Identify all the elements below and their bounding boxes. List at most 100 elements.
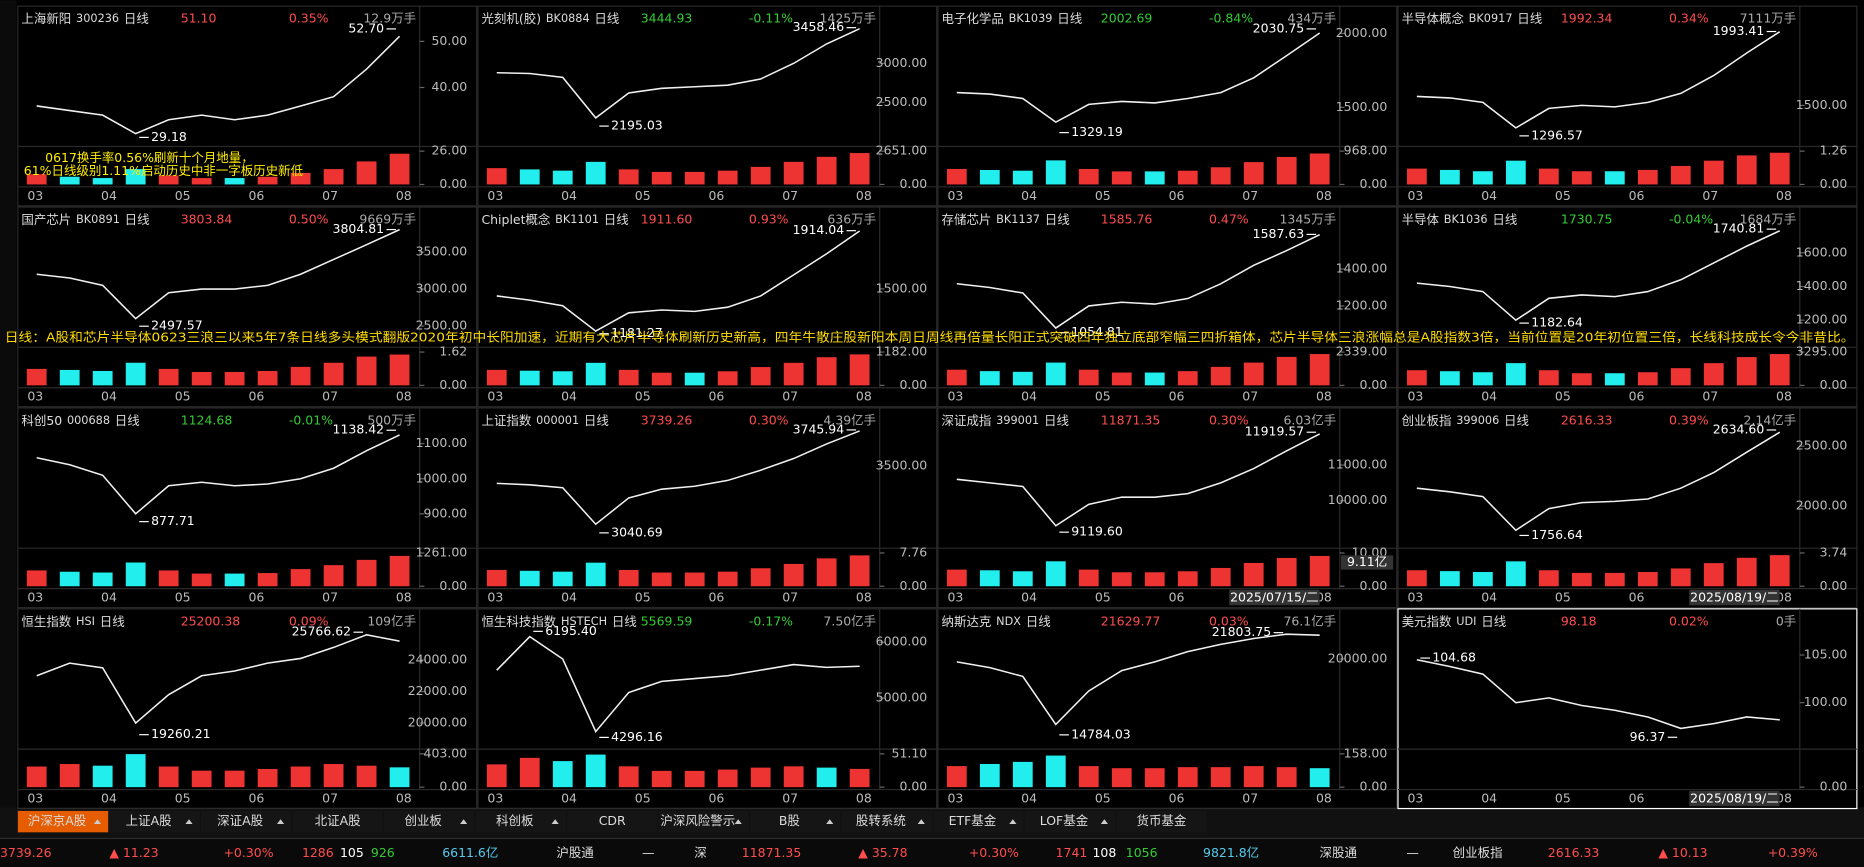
- volume-bar: [1736, 357, 1757, 386]
- volume-bar: [1111, 572, 1132, 587]
- stock-panel[interactable]: 光刻机(胶) BK0884 日线 3444.93 -0.11% 1425万手 3000.00…: [477, 5, 938, 207]
- tab-menu-icon[interactable]: [734, 819, 742, 825]
- price-line: [496, 635, 860, 734]
- stock-panel[interactable]: 上证指数 000001 日线 3739.26 0.30% 4.39亿手 3500.00 7.7…: [477, 407, 938, 609]
- stock-code: BK0884: [546, 12, 590, 25]
- volume-bar: [1472, 572, 1493, 587]
- volume-bar: [389, 354, 410, 386]
- tab-label[interactable]: 北证A股: [315, 813, 361, 828]
- volume-bar: [1243, 766, 1264, 788]
- tab-label[interactable]: 创业板: [404, 813, 442, 828]
- tab-label[interactable]: CDR: [599, 813, 626, 828]
- tab[interactable]: [109, 810, 200, 833]
- y-tick-label: 1200.00: [1336, 297, 1388, 312]
- volume-bar: [552, 761, 573, 788]
- low-label: 2195.03: [611, 118, 663, 133]
- tab[interactable]: [567, 810, 658, 833]
- month-label: 03: [487, 389, 503, 404]
- month-label: 05: [175, 791, 191, 806]
- low-label: 29.18: [151, 129, 187, 144]
- volume-bar: [750, 568, 771, 587]
- volume-bar: [1571, 373, 1592, 386]
- y-tick-label: 6000.00: [876, 634, 928, 649]
- tab-menu-icon[interactable]: [460, 819, 468, 825]
- tab-label[interactable]: LOF基金: [1040, 813, 1089, 828]
- panel-frame: [17, 407, 478, 609]
- month-label: 04: [1481, 389, 1497, 404]
- stock-panel[interactable]: 半导体概念 BK0917 日线 1992.34 0.34% 7111万手 1500.00 1.…: [1397, 5, 1858, 207]
- tab-label[interactable]: 货币基金: [1136, 813, 1186, 828]
- tab-menu-icon[interactable]: [185, 819, 193, 825]
- tab[interactable]: [933, 810, 1024, 833]
- tab-menu-icon[interactable]: [276, 819, 285, 825]
- stock-panel[interactable]: 美元指数 UDI 日线 98.18 0.02% 0手 105.00 100.00 0.00 104…: [1397, 608, 1858, 810]
- stock-panel[interactable]: Chiplet概念 BK1101 日线 1911.60 0.93% 636万手 1500.0…: [477, 206, 938, 408]
- tab-menu-icon[interactable]: [93, 819, 102, 825]
- tab[interactable]: [200, 810, 292, 833]
- tab-label[interactable]: 沪深京A股: [28, 813, 87, 828]
- volume-bar: [125, 169, 146, 185]
- stock-panel[interactable]: 纳斯达克 NDX 日线 21629.77 0.03% 76.1亿手 20000.00 158.…: [937, 608, 1398, 810]
- month-label: 06: [1629, 188, 1645, 203]
- tab[interactable]: [658, 810, 749, 833]
- price: 1585.76: [1101, 212, 1153, 227]
- volume-unit: 434万手: [1287, 11, 1336, 26]
- tab-label[interactable]: ETF基金: [949, 813, 997, 828]
- tab[interactable]: [17, 810, 109, 833]
- volume-bar: [849, 555, 870, 587]
- stock-panel[interactable]: 恒生指数 HSI 日线 25200.38 0.09% 109亿手 24000.00 22000…: [17, 608, 478, 810]
- tab-label[interactable]: 深证A股: [217, 813, 263, 828]
- status-item: —: [642, 845, 654, 860]
- tab-label[interactable]: 上证A股: [126, 813, 172, 828]
- month-label: 07: [782, 791, 798, 806]
- change: 0.02%: [1669, 613, 1709, 628]
- volume-bar: [1012, 571, 1033, 587]
- y-tick-label: 900.00: [424, 505, 468, 520]
- stock-panel[interactable]: 上海新阳 300236 日线 51.10 0.35% 12.9万手 50.00 40.00 26…: [17, 5, 478, 207]
- change: 0.39%: [1669, 413, 1709, 428]
- volume-bar: [849, 768, 870, 788]
- panel-header: 恒生科技指数 HSTECH 日线: [481, 613, 636, 628]
- tab-menu-icon[interactable]: [917, 819, 925, 825]
- volume-bar: [618, 369, 639, 386]
- tab[interactable]: [1024, 810, 1116, 833]
- volume-bar: [1406, 570, 1427, 587]
- tab-label[interactable]: 股转系统: [856, 813, 906, 828]
- banner-note: 日线：A股和芯片半导体0623三浪三以来5年7条日线多头模式翻版2020年初中长…: [5, 329, 1855, 344]
- tab[interactable]: [750, 810, 841, 833]
- month-label: 06: [1169, 188, 1185, 203]
- stock-panel[interactable]: 存储芯片 BK1137 日线 1585.76 0.47% 1345万手 1400.00 120…: [937, 206, 1398, 408]
- panel-frame: [937, 5, 1398, 207]
- volume-bar: [486, 569, 507, 587]
- price: 1124.68: [181, 413, 233, 428]
- stock-panel[interactable]: 国产芯片 BK0891 日线 3803.84 0.50% 9669万手 3500.00 300…: [17, 206, 478, 408]
- tab[interactable]: [475, 810, 566, 833]
- volume-tag-box: [1340, 555, 1394, 570]
- volume-bar: [1472, 372, 1493, 386]
- status-item: +0.30%: [969, 845, 1019, 860]
- tab[interactable]: [1116, 810, 1207, 833]
- stock-panel[interactable]: 半导体 BK1036 日线 1730.75 -0.04% 1684万手 1600.00 140…: [1397, 206, 1858, 408]
- tab-menu-icon[interactable]: [826, 819, 834, 825]
- month-label: 03: [1408, 188, 1424, 203]
- stock-panel[interactable]: 恒生科技指数 HSTECH 日线 5569.59 -0.17% 7.50亿手6000.00…: [477, 608, 938, 810]
- tab[interactable]: [383, 810, 475, 833]
- tab-label[interactable]: 科创板: [496, 813, 534, 828]
- volume-bar: [979, 570, 1000, 587]
- tab-label[interactable]: B股: [779, 813, 801, 828]
- volume-unit: 12.9万手: [363, 11, 416, 26]
- tab-menu-icon[interactable]: [1009, 819, 1017, 825]
- tab-menu-icon[interactable]: [551, 819, 559, 825]
- volume-bar: [158, 766, 179, 788]
- volume-tick-label: 0.00: [899, 176, 927, 191]
- tab-menu-icon[interactable]: [1100, 819, 1108, 825]
- tab-label[interactable]: 沪深风险警示: [660, 813, 735, 828]
- tab[interactable]: [841, 810, 932, 833]
- stock-panel[interactable]: 创业板指 399006 日线 2616.33 0.39% 2.14亿手 2500.00 200…: [1397, 407, 1858, 609]
- month-label: 08: [396, 389, 412, 404]
- stock-panel[interactable]: 深证成指 399001 日线 11871.35 0.30% 6.03亿手 11000.00 1…: [937, 407, 1398, 609]
- tab[interactable]: [292, 810, 383, 833]
- month-label: 03: [487, 188, 503, 203]
